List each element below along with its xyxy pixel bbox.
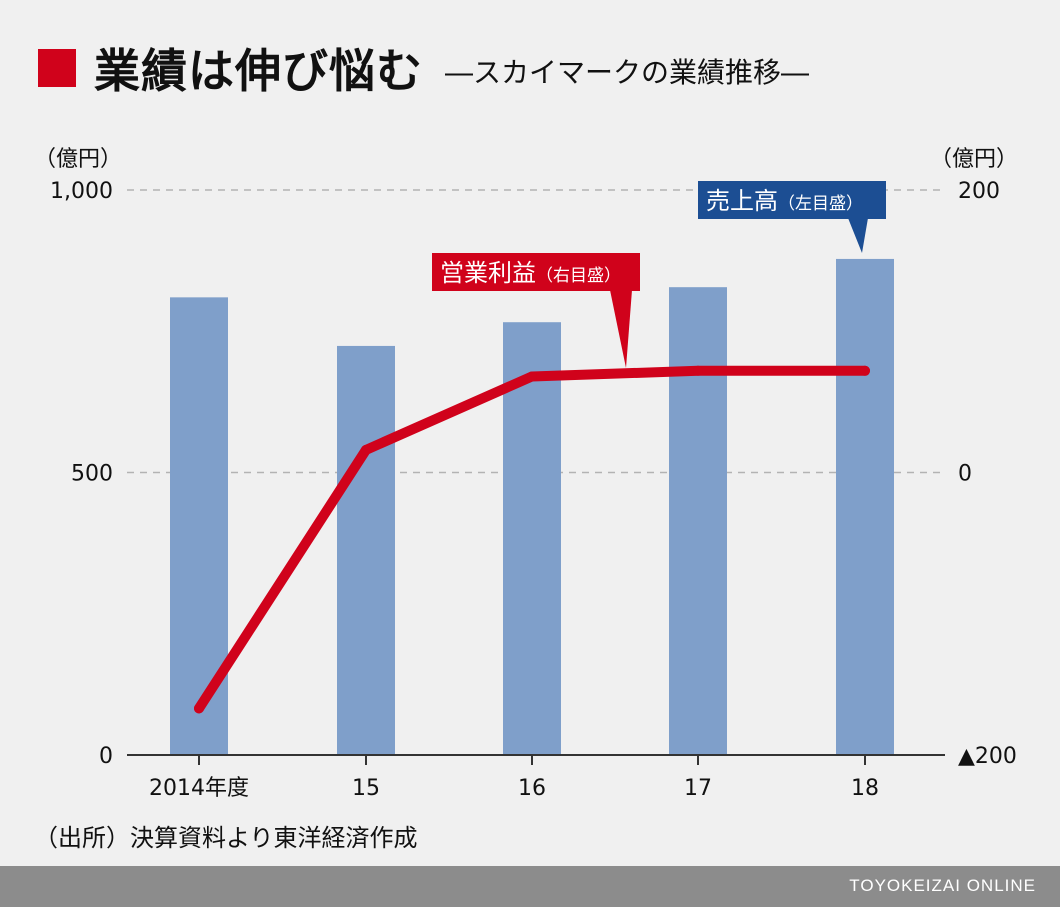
x-tick-label: 16 — [518, 776, 546, 801]
footer-brand: TOYOKEIZAI ONLINE — [849, 876, 1036, 895]
right-tick-label: 0 — [958, 462, 972, 487]
bar-16 — [503, 322, 561, 755]
bars-group — [170, 258, 894, 755]
callout-sales-box — [698, 181, 886, 219]
chart-title: 業績は伸び悩む — [94, 44, 423, 98]
left-tick-label: 0 — [99, 744, 113, 769]
line-point-17 — [693, 365, 703, 376]
labels-group: 0 500 1,000 ▲200 0 200 （億円） （億円） 2014年度 15 16 17 18 — [34, 147, 1018, 801]
x-tick-label: 18 — [851, 776, 879, 801]
callout-profit-pointer — [610, 290, 632, 368]
right-tick-label: 200 — [958, 179, 1000, 204]
footer-bar: TOYOKEIZAI ONLINE — [0, 866, 1060, 907]
callouts-group: 営業利益（右目盛） 売上高（左目盛） — [432, 181, 886, 368]
line-point-2014年度 — [194, 703, 204, 714]
callout-profit-box — [432, 253, 640, 291]
bar-18 — [836, 258, 894, 755]
left-tick-label: 1,000 — [50, 179, 113, 204]
right-tick-label: ▲200 — [958, 744, 1017, 769]
callout-profit-label: 営業利益（右目盛） — [440, 259, 621, 287]
line-point-15 — [361, 444, 371, 455]
right-axis-unit: （億円） — [930, 147, 1018, 172]
callout-profit-name: 営業利益 — [440, 259, 536, 287]
bar-2014年度 — [170, 297, 228, 755]
callout-sales-pointer — [848, 218, 868, 253]
x-tick-label: 2014年度 — [149, 776, 249, 801]
callout-sales-label: 売上高（左目盛） — [706, 187, 863, 215]
chart-subtitle: ―スカイマークの業績推移― — [445, 56, 810, 89]
left-axis-unit: （億円） — [34, 147, 122, 172]
x-tick-label: 17 — [684, 776, 712, 801]
line-point-18 — [860, 365, 870, 376]
x-tick-label: 15 — [352, 776, 380, 801]
callout-sales-axis-note: （左目盛） — [778, 194, 863, 214]
callout-profit-axis-note: （右目盛） — [536, 266, 621, 286]
title-row: 業績は伸び悩む ―スカイマークの業績推移― — [38, 38, 809, 98]
bar-17 — [669, 287, 727, 755]
source-note: （出所）決算資料より東洋経済作成 — [34, 824, 418, 852]
bar-15 — [337, 345, 395, 755]
left-tick-label: 500 — [71, 462, 113, 487]
line-point-16 — [527, 371, 537, 382]
line-group — [194, 365, 870, 714]
callout-sales-name: 売上高 — [706, 187, 778, 215]
axes-group — [127, 754, 945, 765]
title-square-marker — [38, 49, 76, 87]
